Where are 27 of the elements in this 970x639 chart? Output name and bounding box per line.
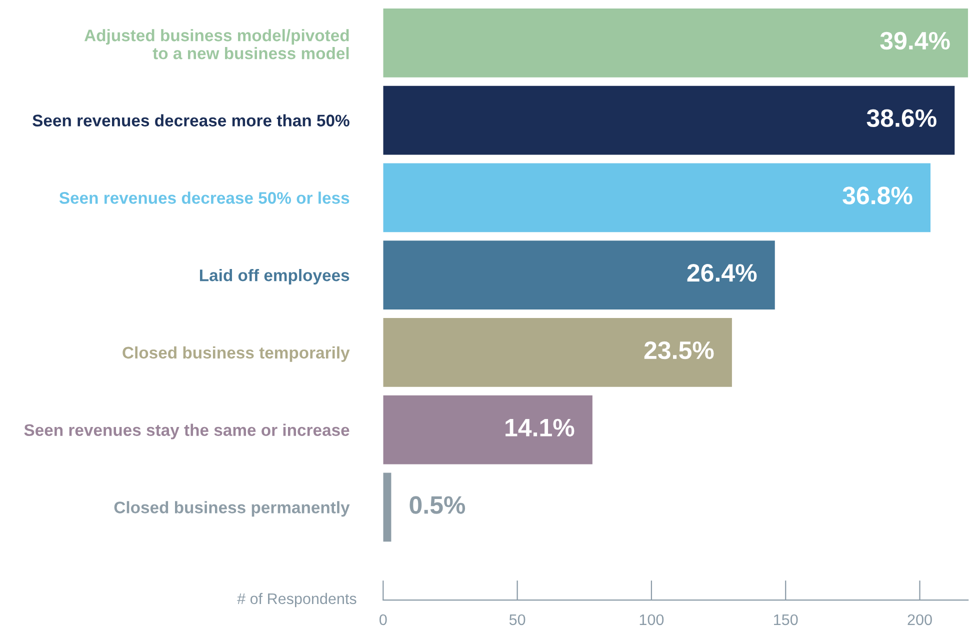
y-tick-label: Seen revenues decrease 50% or less [59,192,350,204]
annotation: 26.4% [687,264,757,282]
x-tick-label: 0 [380,614,387,626]
bar [383,318,732,387]
annotation: 38.6% [866,109,936,128]
bar [383,472,392,542]
y-tick-label: Closed business permanently [114,501,350,517]
bar [383,395,592,464]
bar [383,240,775,310]
annotation: 14.1% [506,418,574,436]
x-tick-label: 50 [509,614,526,626]
x-tick-label: 200 [908,614,932,626]
y-tick-label: Seen revenues stay the same or increase [24,424,350,440]
annotation: 39.4% [880,32,950,50]
y-tick-label: Seen revenues decrease more than 50% [32,114,350,126]
bar [383,86,955,155]
bar [383,8,968,78]
y-tick-label: Laid off employees [200,268,350,285]
annotation: 0.5% [410,496,466,514]
x-tick-label: 150 [774,614,798,626]
annotation: 23.5% [644,341,714,360]
x-tick-label: 100 [640,614,664,626]
y-tick-label: Adjusted business model/pivoted to a new business model [84,29,349,60]
bar [383,163,930,232]
x-axis-title: # of Respondents [237,592,356,608]
annotation: 36.8% [842,186,912,204]
y-tick-label: Closed business temporarily [122,346,350,362]
